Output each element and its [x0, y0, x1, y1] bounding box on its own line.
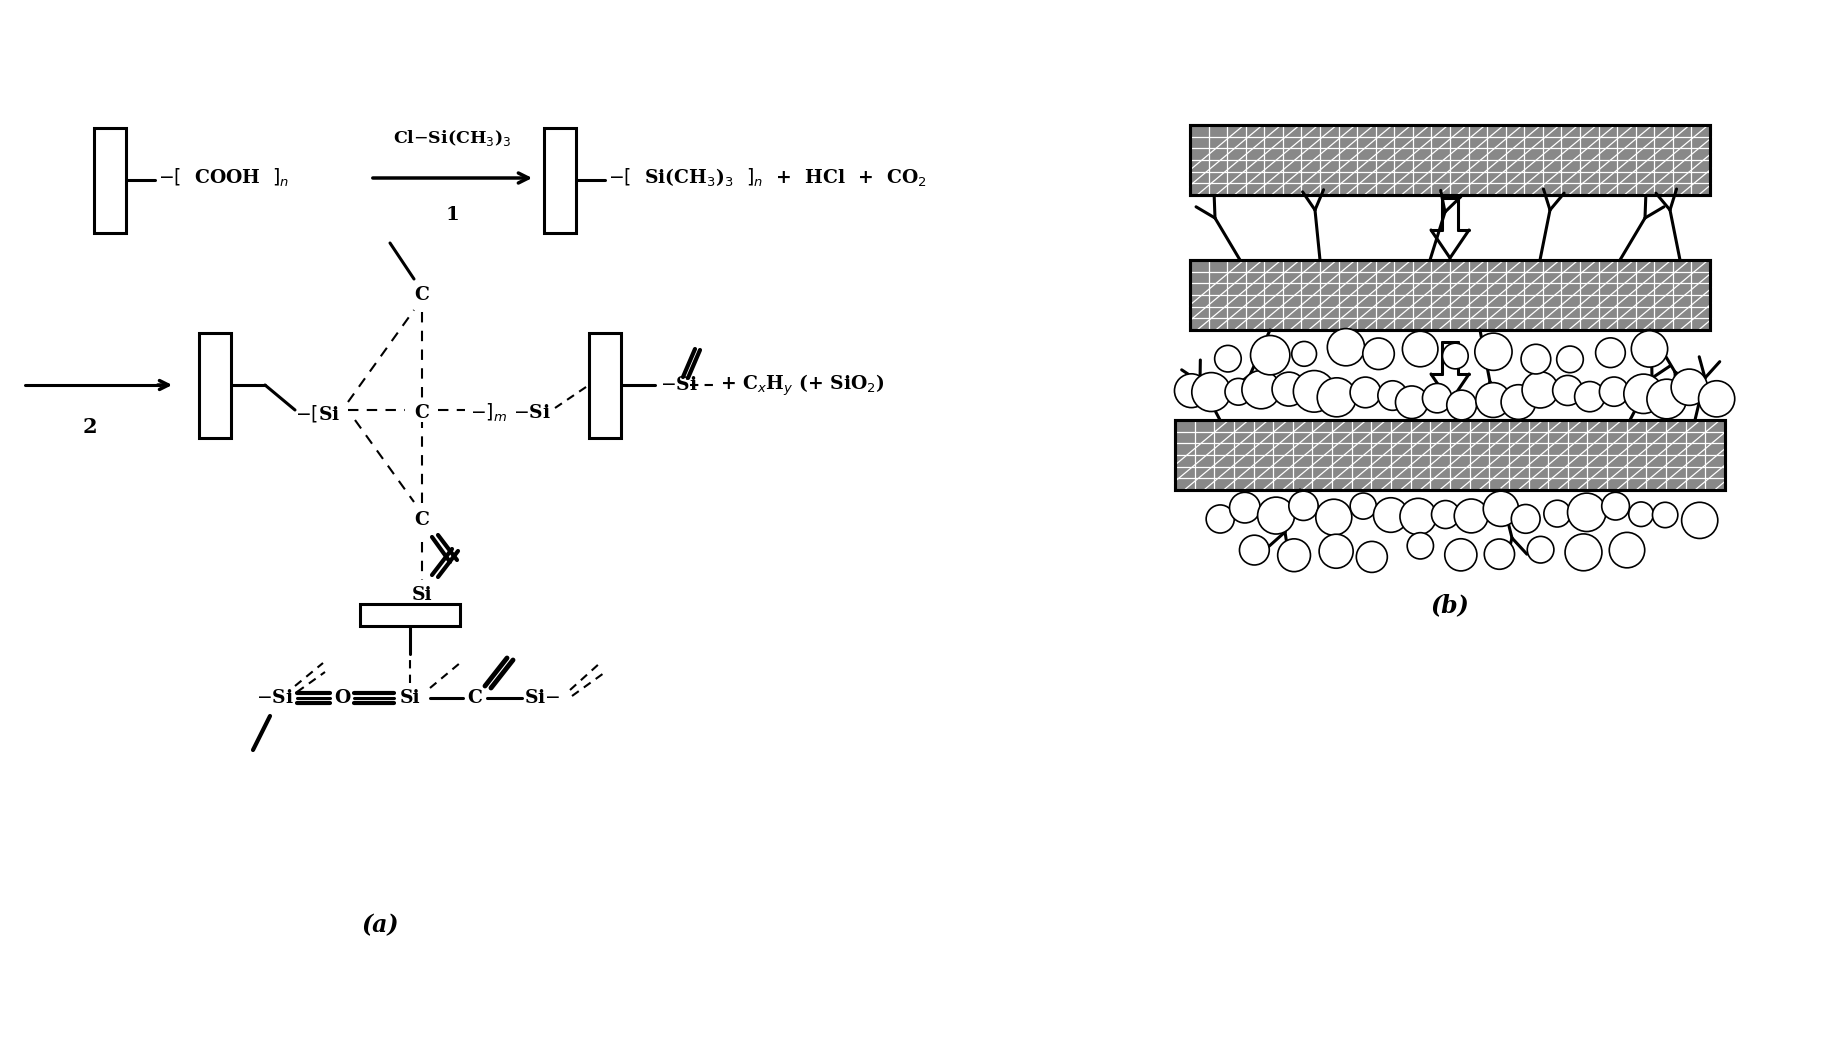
- Bar: [1175, 420, 1725, 490]
- Circle shape: [1258, 497, 1295, 534]
- Circle shape: [1214, 345, 1241, 372]
- Text: 2: 2: [83, 417, 97, 437]
- Bar: [1190, 260, 1710, 330]
- Circle shape: [1350, 378, 1381, 408]
- Text: (a): (a): [360, 913, 399, 937]
- Circle shape: [1192, 372, 1230, 412]
- Text: $-$Si: $-$Si: [256, 690, 294, 707]
- Circle shape: [1501, 385, 1536, 419]
- Circle shape: [1653, 502, 1677, 527]
- Text: Cl$-$Si(CH$_3$)$_3$: Cl$-$Si(CH$_3$)$_3$: [394, 128, 511, 148]
- Text: $-[$  COOH  $]_n$: $-[$ COOH $]_n$: [158, 166, 289, 189]
- Bar: [360, 604, 460, 626]
- Bar: [588, 333, 622, 438]
- Circle shape: [1289, 491, 1319, 520]
- Text: 1: 1: [445, 206, 460, 224]
- Circle shape: [1681, 502, 1718, 539]
- Circle shape: [1278, 539, 1311, 572]
- Circle shape: [1251, 336, 1289, 374]
- Circle shape: [1484, 491, 1519, 526]
- Circle shape: [1526, 537, 1554, 563]
- Circle shape: [1565, 534, 1602, 571]
- Circle shape: [1293, 370, 1335, 412]
- Circle shape: [1602, 492, 1629, 520]
- Circle shape: [1399, 498, 1436, 535]
- Circle shape: [1206, 505, 1234, 534]
- Circle shape: [1523, 371, 1558, 408]
- Circle shape: [1455, 499, 1488, 532]
- Text: + C$_x$H$_y$ (+ SiO$_2$): + C$_x$H$_y$ (+ SiO$_2$): [721, 372, 885, 397]
- Circle shape: [1521, 344, 1550, 374]
- Circle shape: [1556, 346, 1583, 372]
- Text: $-]_m$ $-$Si: $-]_m$ $-$Si: [471, 401, 552, 424]
- Circle shape: [1315, 499, 1352, 536]
- Bar: [199, 333, 232, 438]
- Bar: [94, 128, 127, 233]
- Circle shape: [1445, 539, 1477, 571]
- Circle shape: [1422, 384, 1451, 413]
- Circle shape: [1600, 378, 1629, 407]
- Circle shape: [1699, 381, 1734, 417]
- Text: C: C: [414, 286, 430, 304]
- Circle shape: [1225, 379, 1252, 406]
- Circle shape: [1374, 498, 1409, 532]
- Bar: [1190, 260, 1710, 330]
- Text: O: O: [335, 690, 349, 707]
- Circle shape: [1291, 341, 1317, 366]
- Circle shape: [1552, 375, 1583, 406]
- Bar: [1190, 125, 1710, 196]
- Text: C: C: [414, 511, 430, 529]
- Circle shape: [1574, 382, 1605, 412]
- Bar: [1190, 125, 1710, 196]
- Circle shape: [1273, 372, 1306, 406]
- Circle shape: [1317, 378, 1355, 417]
- Text: (b): (b): [1431, 593, 1469, 617]
- Text: $-[$  Si(CH$_3$)$_3$  $]_n$  +  HCl  +  CO$_2$: $-[$ Si(CH$_3$)$_3$ $]_n$ + HCl + CO$_2$: [609, 166, 927, 189]
- Circle shape: [1407, 532, 1433, 558]
- Circle shape: [1403, 332, 1438, 367]
- Circle shape: [1512, 504, 1539, 534]
- Circle shape: [1175, 373, 1208, 408]
- Circle shape: [1609, 532, 1644, 568]
- Text: Si: Si: [399, 690, 421, 707]
- Circle shape: [1648, 380, 1686, 419]
- Text: Si$-$: Si$-$: [524, 690, 561, 707]
- Circle shape: [1377, 381, 1407, 411]
- Circle shape: [1672, 369, 1707, 406]
- Text: Si: Si: [412, 586, 432, 604]
- Circle shape: [1241, 370, 1280, 409]
- Circle shape: [1484, 539, 1515, 569]
- Circle shape: [1328, 329, 1365, 366]
- Text: $-$Si: $-$Si: [660, 376, 697, 394]
- Text: C: C: [467, 690, 482, 707]
- Circle shape: [1357, 542, 1387, 572]
- Text: C: C: [414, 404, 430, 422]
- Circle shape: [1475, 333, 1512, 370]
- Bar: [544, 128, 576, 233]
- Circle shape: [1431, 500, 1460, 528]
- Circle shape: [1230, 492, 1260, 523]
- Circle shape: [1239, 536, 1269, 565]
- Circle shape: [1442, 343, 1468, 369]
- Circle shape: [1545, 500, 1571, 527]
- Circle shape: [1596, 338, 1626, 367]
- Circle shape: [1447, 390, 1477, 420]
- Circle shape: [1396, 386, 1429, 418]
- Circle shape: [1475, 383, 1510, 417]
- Circle shape: [1363, 338, 1394, 369]
- Circle shape: [1319, 535, 1354, 568]
- Circle shape: [1631, 331, 1668, 367]
- Circle shape: [1567, 493, 1605, 531]
- Bar: [1175, 420, 1725, 490]
- Circle shape: [1629, 502, 1653, 526]
- Circle shape: [1350, 493, 1376, 519]
- Text: $-[$Si: $-[$Si: [294, 402, 340, 423]
- Circle shape: [1624, 374, 1662, 414]
